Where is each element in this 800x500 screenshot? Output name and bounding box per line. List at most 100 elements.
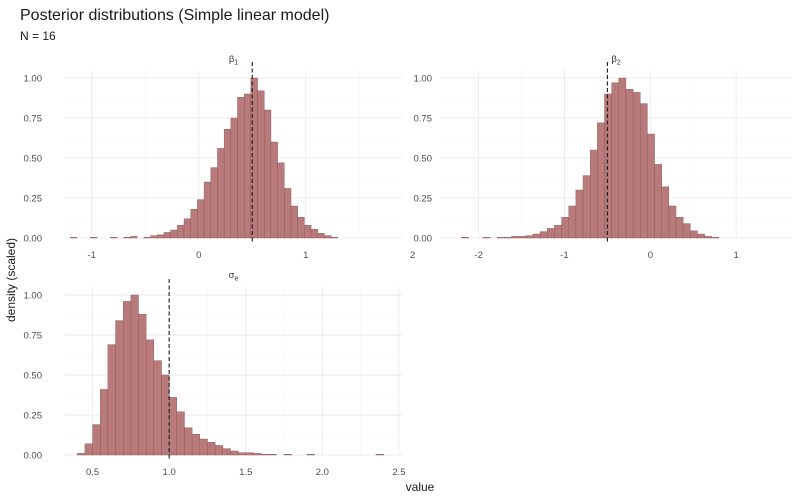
- histogram-bar: [625, 88, 634, 239]
- histogram-bar: [153, 360, 162, 456]
- histogram-bar: [84, 443, 93, 456]
- histogram-bar: [230, 450, 239, 456]
- histogram-bar: [123, 236, 131, 239]
- histogram-bar: [177, 224, 185, 239]
- histogram-bar: [270, 141, 278, 239]
- x-tick-label: 1: [734, 250, 739, 261]
- histogram-bar: [130, 236, 138, 239]
- histogram-bar: [306, 454, 315, 456]
- histogram-bar: [217, 148, 225, 239]
- facet-strip-subscript: 2: [617, 60, 621, 67]
- histogram-bar: [92, 424, 101, 456]
- facet-strip-symbol: β: [611, 54, 617, 65]
- histogram-bar: [163, 232, 171, 239]
- histogram-bar: [317, 232, 325, 239]
- histogram-bar: [525, 235, 534, 239]
- histogram-bar: [161, 374, 170, 456]
- histogram-bar: [253, 453, 262, 456]
- histogram-bar: [682, 223, 691, 239]
- y-tick-label: 0.50: [24, 371, 43, 382]
- facet-strip-label: β1: [229, 54, 238, 67]
- facet-panel-1: 0.000.250.500.751.00-1 0 1 2β1: [24, 54, 416, 261]
- histogram-bar: [257, 90, 265, 239]
- histogram-bar: [168, 397, 178, 456]
- histogram-bar: [115, 320, 124, 456]
- x-tick-label: -2: [474, 250, 482, 261]
- histogram-bar: [547, 228, 555, 239]
- y-tick-label: 0.25: [414, 194, 433, 205]
- histogram-bar: [482, 236, 491, 239]
- histogram-bar: [604, 93, 612, 239]
- histogram-bar: [190, 208, 198, 239]
- histogram-bar: [245, 452, 254, 456]
- histogram-bar: [214, 445, 223, 456]
- histogram-bar: [704, 236, 712, 239]
- histogram-bar: [561, 216, 569, 239]
- histogram-bar: [130, 294, 139, 456]
- histogram-bar: [170, 229, 178, 239]
- histogram-bar: [100, 389, 109, 456]
- y-tick-label: 1.00: [24, 74, 43, 85]
- histogram-bar: [589, 149, 598, 239]
- chart-title: Posterior distributions (Simple linear m…: [20, 7, 329, 24]
- histogram-bar: [223, 128, 232, 239]
- histogram-bar: [632, 92, 641, 239]
- histogram-bar: [237, 452, 246, 456]
- histogram-bar: [324, 235, 332, 239]
- y-tick-label: 1.00: [414, 74, 433, 85]
- x-tick-label: 1: [303, 250, 308, 261]
- histogram-bar: [176, 411, 185, 456]
- facet-strip-subscript: e: [234, 276, 238, 283]
- facet-panel-2: 0.00 0.25 0.50 0.75 1.00 -2 -1 0 1 β2: [414, 54, 792, 261]
- facet-strip-label: β2: [611, 54, 620, 67]
- histogram-bar: [90, 236, 98, 239]
- x-tick-label: 1.5: [239, 467, 252, 478]
- y-tick-label: 1.00: [24, 291, 43, 302]
- histogram-bar: [145, 339, 155, 456]
- histogram-bar: [70, 236, 78, 239]
- histogram-bar: [375, 454, 384, 456]
- y-tick-label: 0.75: [24, 114, 43, 125]
- y-tick-label: 0.50: [24, 154, 43, 165]
- histogram-bar: [260, 454, 269, 456]
- y-tick-label: 0.00: [24, 451, 43, 462]
- x-tick-label: 1.0: [163, 467, 176, 478]
- histogram-bar: [539, 231, 548, 239]
- histogram-bar: [123, 301, 132, 456]
- histogram-bar: [210, 167, 218, 239]
- histogram-bar: [640, 103, 648, 239]
- facet-strip-subscript: 1: [234, 60, 238, 67]
- y-tick-label: 0.00: [24, 234, 43, 245]
- facet-strip-symbol: β: [229, 54, 235, 65]
- histogram-bar: [675, 216, 684, 239]
- histogram-bar: [711, 236, 720, 239]
- histogram-bar: [150, 235, 158, 239]
- facet-panel-3: 0.00 0.25 0.50 0.75 1.00 0.5 1.0 1.5 2.0 2.5 σe: [24, 270, 406, 478]
- histogram-bar: [511, 236, 519, 239]
- histogram-bar: [199, 438, 208, 456]
- histogram-bar: [697, 233, 705, 239]
- x-tick-label: 2.5: [392, 467, 405, 478]
- histogram-bar: [582, 175, 591, 239]
- facet-strip-label: σe: [229, 270, 239, 283]
- x-tick-label: 2.0: [316, 467, 329, 478]
- histogram-bar: [207, 442, 216, 456]
- histogram-bar: [143, 236, 151, 239]
- y-tick-label: 0.25: [24, 194, 43, 205]
- histogram-bar: [597, 122, 605, 239]
- histogram-bar: [304, 224, 312, 239]
- histogram-bar: [532, 233, 541, 239]
- histogram-bar: [157, 234, 165, 239]
- histogram-bar: [284, 188, 292, 239]
- x-tick-label: -1: [88, 250, 96, 261]
- y-tick-label: 0.75: [414, 114, 433, 125]
- chart-subtitle: N = 16: [20, 29, 56, 43]
- y-axis-title: density (scaled): [4, 238, 18, 322]
- histogram-bar: [191, 434, 201, 456]
- histogram-bar: [77, 453, 86, 456]
- histogram-bar: [184, 427, 193, 456]
- histogram-bar: [110, 236, 118, 239]
- histogram-bar: [107, 344, 116, 456]
- histogram-bar: [611, 82, 619, 239]
